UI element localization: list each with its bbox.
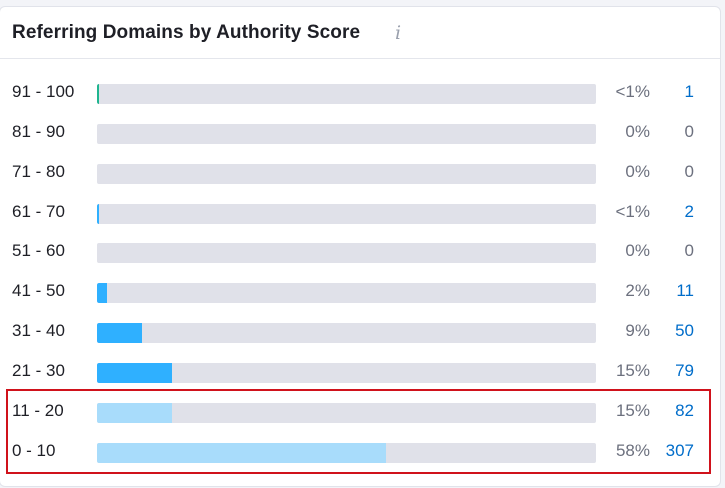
score-percent: 2% — [625, 281, 650, 300]
score-range-label: 31 - 40 — [12, 321, 65, 340]
score-count: 0 — [684, 241, 694, 260]
score-bar-track — [97, 323, 596, 343]
score-bar-fill — [97, 363, 172, 383]
score-count: 0 — [684, 122, 694, 141]
score-percent: 0% — [625, 162, 650, 181]
widget-title: Referring Domains by Authority Score — [12, 22, 361, 43]
score-row: 71 - 80 0% 0 — [0, 158, 720, 188]
score-percent: 0% — [625, 122, 650, 141]
score-range-label: 51 - 60 — [12, 241, 65, 260]
score-bar-track — [97, 164, 596, 184]
score-bar-track — [97, 124, 596, 144]
authority-score-widget: Referring Domains by Authority Score i 9… — [0, 6, 721, 487]
score-bar-fill — [97, 443, 387, 463]
score-range-label: 81 - 90 — [12, 122, 65, 141]
score-range-label: 11 - 20 — [12, 401, 64, 420]
score-bar-track — [97, 403, 596, 423]
score-count-link[interactable]: 1 — [684, 82, 694, 101]
score-row: 51 - 60 0% 0 — [0, 237, 720, 267]
score-bar-fill — [97, 84, 99, 104]
score-row: 81 - 90 0% 0 — [0, 118, 720, 148]
score-count-link[interactable]: 79 — [675, 361, 694, 380]
score-range-label: 91 - 100 — [12, 82, 75, 101]
score-count-link[interactable]: 11 — [676, 281, 694, 300]
score-range-label: 61 - 70 — [12, 202, 65, 221]
score-bar-fill — [97, 283, 107, 303]
score-bar-track — [97, 363, 596, 383]
score-percent: <1% — [615, 202, 651, 221]
widget-header: Referring Domains by Authority Score i — [0, 7, 720, 59]
score-percent: 15% — [615, 361, 650, 380]
score-row: 31 - 40 9% 50 — [0, 317, 720, 347]
score-row: 11 - 20 15% 82 — [0, 397, 720, 427]
score-percent: 9% — [625, 321, 650, 340]
score-percent: 0% — [625, 241, 650, 260]
score-row: 91 - 100 <1% 1 — [0, 78, 720, 108]
score-percent: 15% — [615, 401, 650, 420]
score-bar-fill — [97, 403, 172, 423]
score-bar-fill — [97, 323, 142, 343]
info-icon[interactable]: i — [395, 22, 402, 44]
score-range-label: 0 - 10 — [12, 441, 56, 460]
score-count-link[interactable]: 307 — [665, 441, 694, 460]
score-bar-track — [97, 443, 596, 463]
score-row: 21 - 30 15% 79 — [0, 357, 720, 387]
score-row: 0 - 10 58% 307 — [0, 437, 720, 467]
score-count: 0 — [684, 162, 694, 181]
score-count-link[interactable]: 82 — [675, 401, 694, 420]
score-range-label: 41 - 50 — [12, 281, 65, 300]
score-percent: <1% — [615, 82, 651, 101]
score-bar-track — [97, 204, 596, 224]
score-bar-fill — [97, 204, 99, 224]
score-row: 61 - 70 <1% 2 — [0, 198, 720, 228]
score-bar-track — [97, 243, 596, 263]
score-count-link[interactable]: 2 — [684, 202, 694, 221]
score-count-link[interactable]: 50 — [675, 321, 694, 340]
score-bar-track — [97, 84, 596, 104]
score-percent: 58% — [615, 441, 650, 460]
score-range-label: 71 - 80 — [12, 162, 65, 181]
score-bar-track — [97, 283, 596, 303]
score-range-label: 21 - 30 — [12, 361, 65, 380]
score-row: 41 - 50 2% 11 — [0, 277, 720, 307]
